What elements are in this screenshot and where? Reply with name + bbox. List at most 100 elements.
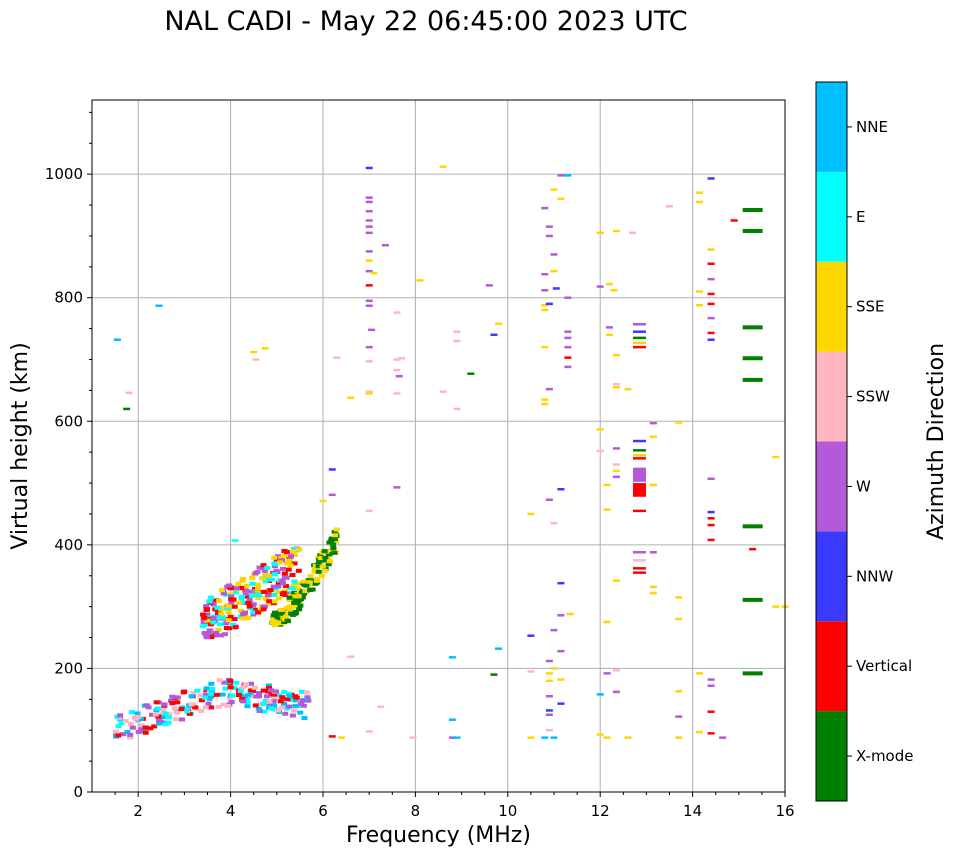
data-point (365, 392, 373, 395)
data-point (365, 730, 373, 733)
cluster-point (237, 688, 244, 693)
cluster-point (266, 599, 273, 604)
data-point (541, 398, 549, 401)
data-points (113, 165, 789, 739)
cluster-point (317, 553, 324, 558)
cluster-point (165, 720, 172, 725)
cluster-point (218, 605, 225, 610)
cluster-point (223, 626, 230, 631)
data-point (495, 647, 503, 650)
cluster-point (142, 730, 149, 735)
cluster-point (216, 598, 223, 603)
data-point (328, 493, 336, 497)
cluster-point (237, 608, 244, 613)
data-point (365, 219, 373, 222)
data-point (632, 323, 646, 326)
cluster-point (270, 619, 277, 624)
cluster-point (246, 598, 253, 603)
data-point (596, 428, 604, 431)
data-point (393, 486, 401, 489)
cluster-point (291, 582, 298, 587)
cluster-point (312, 581, 319, 586)
colorbar-segment (816, 171, 847, 262)
data-point (612, 579, 620, 582)
data-point (365, 200, 373, 204)
cluster-point (292, 704, 299, 709)
data-point (545, 679, 553, 683)
cluster-point (231, 686, 238, 691)
data-point (550, 521, 558, 525)
cluster-point (267, 688, 274, 693)
cluster-point (304, 695, 311, 700)
colorbar-segment (816, 82, 847, 172)
colorbar-tick-label: E (856, 208, 865, 226)
cluster-point (262, 589, 269, 594)
cluster-point (286, 704, 293, 709)
cluster-point (322, 558, 329, 563)
cluster-point (279, 615, 286, 620)
cluster-point (242, 588, 249, 593)
cluster-point (228, 597, 235, 602)
cluster-point (160, 708, 167, 713)
data-point (545, 694, 553, 698)
cluster-point (244, 594, 251, 599)
cluster-point (225, 610, 232, 615)
data-point (596, 285, 604, 288)
data-point (707, 277, 715, 281)
cluster-point (273, 621, 280, 626)
data-point (632, 483, 646, 497)
colorbar: X-mode Vertical NNW W SSW SSE E NNE (815, 81, 913, 802)
cluster-point (286, 585, 293, 590)
cluster-point (302, 589, 309, 594)
cluster-point (275, 596, 282, 601)
cluster-point (284, 697, 291, 702)
data-point (707, 292, 715, 296)
cluster-point (239, 600, 246, 605)
data-point (231, 539, 239, 542)
cluster-point (279, 578, 286, 583)
data-point (365, 259, 373, 262)
data-point (453, 736, 461, 739)
cluster-point (330, 546, 337, 551)
cluster-point (306, 580, 313, 585)
x-tick-label: 14 (683, 802, 702, 820)
cluster-point (252, 703, 259, 708)
data-point (742, 377, 763, 382)
data-point (564, 356, 572, 359)
cluster-point (239, 697, 246, 702)
data-point (649, 435, 657, 438)
cluster-point (197, 693, 204, 698)
colorbar-segment (816, 711, 847, 801)
cluster-point (309, 578, 316, 583)
data-point (742, 207, 763, 212)
cluster-point (305, 578, 312, 583)
cluster-point (251, 587, 258, 592)
cluster-point (275, 584, 282, 589)
cluster-point (328, 538, 335, 543)
cluster-point (174, 695, 181, 700)
cluster-point (260, 563, 267, 568)
cluster-point (206, 599, 213, 604)
data-point (719, 736, 727, 739)
data-point (409, 736, 417, 739)
data-point (448, 718, 456, 721)
cluster-point (333, 539, 340, 544)
data-point (545, 672, 553, 675)
cluster-point (262, 571, 269, 576)
cluster-point (201, 631, 208, 636)
cluster-point (312, 568, 319, 573)
x-tick-label: 10 (498, 802, 517, 820)
data-point (603, 508, 611, 511)
cluster-point (299, 689, 306, 694)
data-point (541, 206, 549, 210)
data-point (557, 678, 565, 681)
cluster-point (231, 617, 238, 622)
data-point (365, 231, 373, 235)
cluster-point (120, 732, 127, 737)
data-point (541, 345, 549, 349)
cluster-point (174, 710, 181, 715)
data-point (250, 350, 258, 354)
cluster-point (215, 627, 222, 632)
cluster-point (213, 692, 220, 697)
data-point (612, 463, 620, 466)
